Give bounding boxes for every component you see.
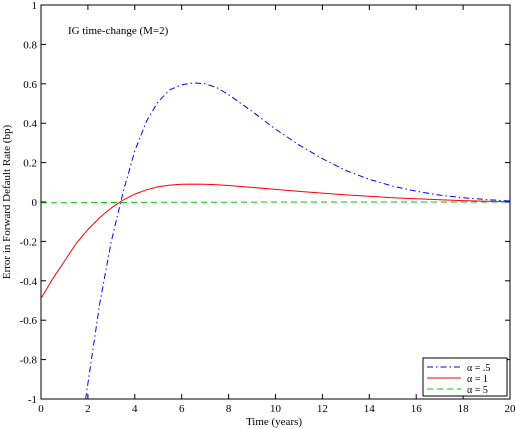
x-tick-label: 10 <box>270 403 282 415</box>
y-tick-label: 0.2 <box>23 158 37 170</box>
y-tick-label: 0.8 <box>23 39 37 51</box>
legend: α = .5α = 1α = 5 <box>422 357 508 397</box>
series-line-1 <box>85 82 510 399</box>
x-tick-label: 18 <box>458 403 470 415</box>
series-line-3 <box>41 201 510 204</box>
x-axis-title: Time (years) <box>246 416 302 428</box>
ticks-layer: 0 2 4 6 8 10 12 14 16 18 20 -1 -0.8 -0.6 -0.4 -0.2 0 0.2 0… <box>20 0 515 415</box>
legend-label-1: α = .5 <box>467 363 490 374</box>
legend-label-3: α = 5 <box>467 385 488 396</box>
legend-label-2: α = 1 <box>467 374 488 385</box>
y-tick-label: -1 <box>28 394 37 406</box>
y-axis-title: Error in Forward Default Rate (bp) <box>1 125 13 280</box>
y-tick-label: 0.6 <box>23 79 37 91</box>
x-tick-label: 14 <box>364 403 376 415</box>
x-tick-label: 0 <box>38 403 44 415</box>
x-tick-label: 8 <box>226 403 232 415</box>
series-line-2 <box>41 183 510 299</box>
series-layer <box>41 82 510 399</box>
y-tick-label: -0.8 <box>20 355 38 367</box>
x-tick-label: 12 <box>317 403 328 415</box>
y-tick-label: -0.4 <box>20 276 38 288</box>
y-tick-label: 0.4 <box>23 118 37 130</box>
x-tick-label: 6 <box>179 403 185 415</box>
chart-annotation: IG time-change (M=2) <box>68 25 169 37</box>
x-tick-label: 16 <box>411 403 423 415</box>
legend-box <box>422 357 508 397</box>
y-tick-label: 0 <box>32 197 38 209</box>
y-tick-label: 1 <box>32 0 38 12</box>
y-tick-label: -0.6 <box>20 315 38 327</box>
x-tick-label: 4 <box>132 403 138 415</box>
x-tick-label: 2 <box>85 403 91 415</box>
y-tick-label: -0.2 <box>20 236 37 248</box>
x-tick-label: 20 <box>505 403 515 415</box>
